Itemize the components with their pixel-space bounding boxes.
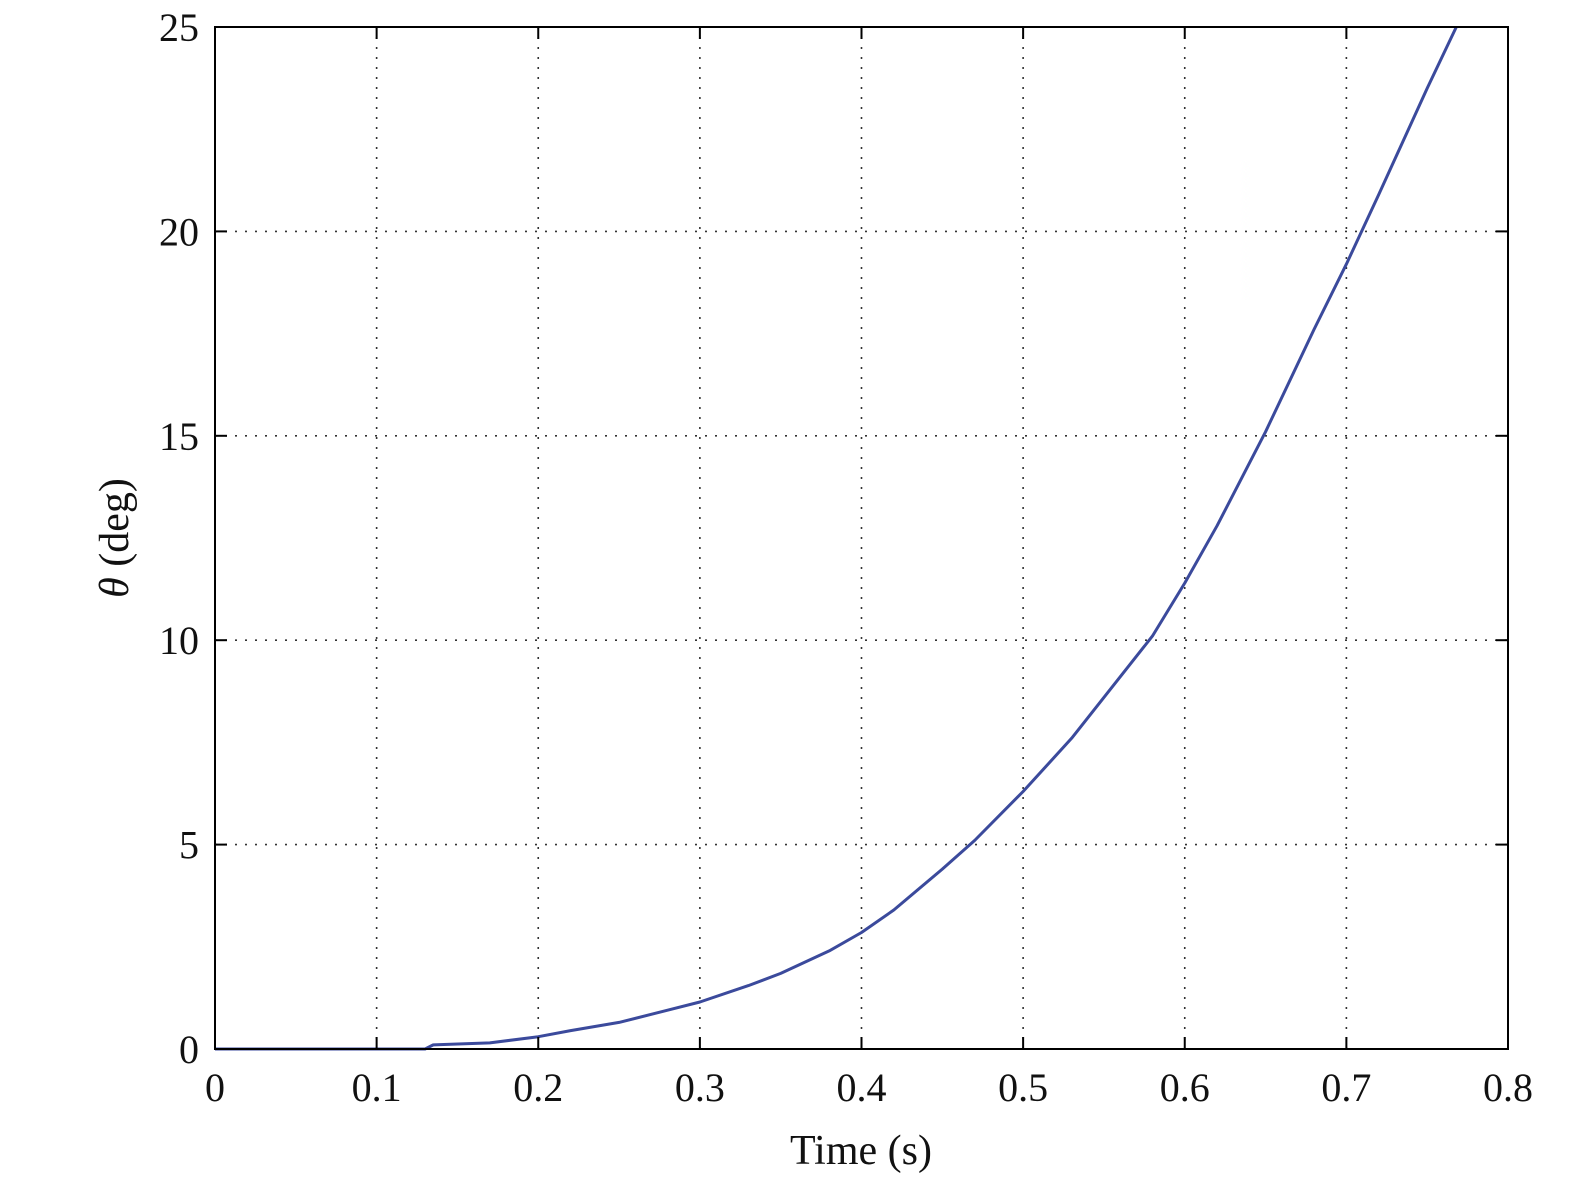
x-tick-label: 0.7 <box>1321 1065 1371 1110</box>
y-tick-label: 20 <box>159 209 199 254</box>
y-tick-label: 25 <box>159 5 199 50</box>
axis-ticks <box>214 26 1509 1050</box>
x-tick-label: 0.8 <box>1483 1065 1533 1110</box>
y-tick-label: 15 <box>159 414 199 459</box>
x-tick-label: 0.3 <box>675 1065 725 1110</box>
y-tick-labels: 0 5 10 15 20 25 <box>159 5 199 1072</box>
y-axis-label: θ (deg) <box>92 478 138 598</box>
y-tick-label: 5 <box>179 823 199 868</box>
x-tick-label: 0.4 <box>837 1065 887 1110</box>
y-axis-label-symbol: θ <box>92 577 138 598</box>
x-tick-label: 0 <box>205 1065 225 1110</box>
x-tick-label: 0.5 <box>998 1065 1048 1110</box>
y-tick-label: 0 <box>179 1027 199 1072</box>
y-tick-label: 10 <box>159 618 199 663</box>
series-line <box>215 26 1458 1051</box>
series-layer <box>215 26 1458 1051</box>
x-tick-label: 0.1 <box>352 1065 402 1110</box>
x-tick-labels: 0 0.1 0.2 0.3 0.4 0.5 0.6 0.7 0.8 <box>205 1065 1533 1110</box>
y-axis-label-unit: (deg) <box>92 478 138 577</box>
x-tick-label: 0.6 <box>1160 1065 1210 1110</box>
grid-lines <box>215 27 1508 1049</box>
x-tick-label: 0.2 <box>513 1065 563 1110</box>
x-axis-label: Time (s) <box>790 1128 932 1174</box>
